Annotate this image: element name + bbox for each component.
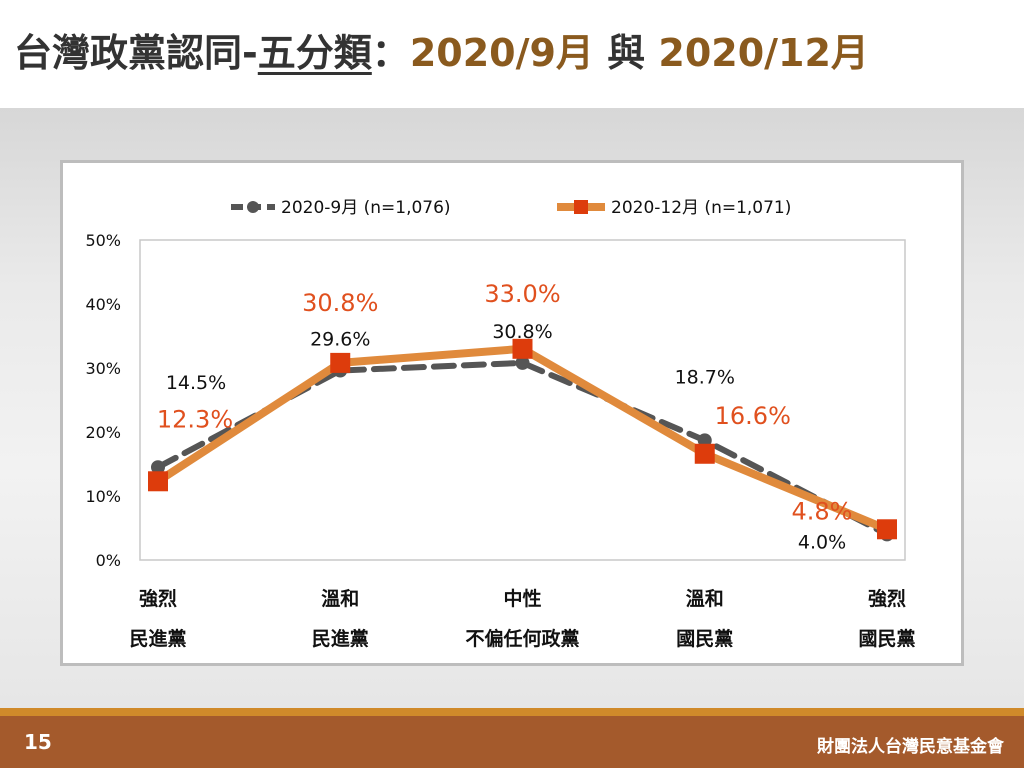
series-dec-line bbox=[155, 344, 889, 533]
data-label-dec: 12.3% bbox=[157, 405, 233, 433]
data-label-sep: 4.0% bbox=[798, 531, 846, 553]
x-category-label: 溫和 bbox=[686, 587, 724, 610]
x-category-label: 中性 bbox=[503, 587, 541, 610]
title-part-5: 與 bbox=[593, 31, 659, 75]
title-part-6: 2020/12月 bbox=[658, 31, 869, 75]
footer: 15 財團法人台灣民意基金會 bbox=[0, 716, 1024, 768]
data-label-dec: 33.0% bbox=[484, 280, 560, 308]
series-dec-point bbox=[330, 352, 351, 373]
series-sep-point bbox=[151, 460, 165, 475]
y-tick-label: 10% bbox=[85, 487, 121, 506]
x-category-label: 強烈 bbox=[868, 588, 906, 610]
data-label-sep: 29.6% bbox=[310, 329, 370, 351]
chart-frame: 0% 10% 20% 30% 40% 50% 強烈民進黨 溫和民進黨 中性不偏任何政黨 溫和國民黨… bbox=[60, 160, 964, 666]
y-tick-label: 0% bbox=[96, 551, 121, 570]
data-label-dec: 4.8% bbox=[792, 497, 853, 525]
data-label-dec: 30.8% bbox=[302, 289, 378, 317]
legend-sep-swatch-marker bbox=[247, 201, 259, 213]
data-label-sep: 18.7% bbox=[675, 366, 735, 388]
data-label-dec: 16.6% bbox=[715, 402, 791, 430]
series-dec-point bbox=[694, 443, 715, 464]
legend-dec-swatch-marker bbox=[574, 200, 588, 214]
title-bar: 台灣政黨認同-五分類：2020/9月 與 2020/12月 bbox=[0, 0, 1024, 108]
title-part-2: 五分類 bbox=[257, 31, 372, 75]
x-category-label: 不偏任何政黨 bbox=[465, 627, 579, 650]
plot-area-border bbox=[139, 239, 906, 561]
page-number: 15 bbox=[24, 730, 52, 754]
x-category-label: 民進黨 bbox=[129, 627, 186, 650]
x-category-label: 強烈 bbox=[139, 588, 177, 610]
footer-stripe bbox=[0, 708, 1024, 716]
y-tick-label: 40% bbox=[85, 295, 121, 314]
data-label-sep: 30.8% bbox=[492, 321, 552, 343]
title-part-1: 台灣政黨認同- bbox=[14, 31, 258, 75]
x-category-label: 國民黨 bbox=[858, 627, 915, 650]
y-tick-label: 20% bbox=[85, 423, 121, 442]
x-category-label: 民進黨 bbox=[312, 627, 369, 650]
title-part-4: 2020/9月 bbox=[409, 31, 594, 75]
series-dec-point bbox=[148, 471, 168, 492]
title-part-3: ： bbox=[371, 31, 410, 75]
series-dec-point bbox=[512, 338, 533, 359]
x-category-label: 國民黨 bbox=[676, 627, 733, 650]
legend-sep-label: 2020-9月 (n=1,076) bbox=[281, 198, 451, 218]
data-label-sep: 14.5% bbox=[166, 372, 226, 394]
series-sep-point bbox=[515, 355, 530, 370]
series-dec-point bbox=[877, 519, 897, 540]
x-category-label: 溫和 bbox=[321, 587, 359, 610]
organization-name: 財團法人台灣民意基金會 bbox=[817, 737, 1004, 757]
legend-dec-label: 2020-12月 (n=1,071) bbox=[611, 198, 791, 218]
slide-title: 台灣政黨認同-五分類：2020/9月 與 2020/12月 bbox=[14, 22, 869, 77]
y-tick-label: 30% bbox=[85, 359, 121, 378]
series-sep-line bbox=[155, 359, 890, 538]
y-tick-label: 50% bbox=[85, 231, 121, 250]
